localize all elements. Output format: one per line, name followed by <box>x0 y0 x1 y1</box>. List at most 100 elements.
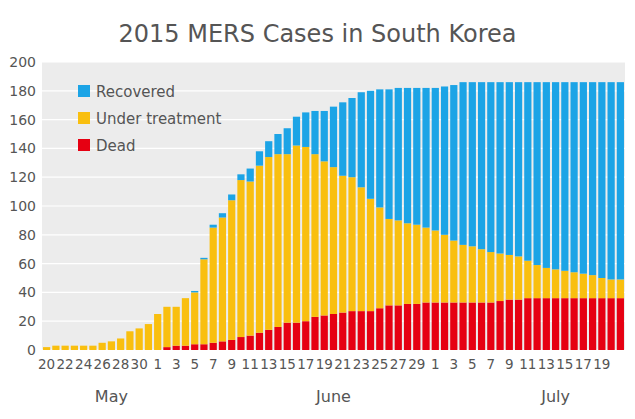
bar-segment <box>330 167 337 314</box>
bar-segment <box>163 306 170 307</box>
bar-segment <box>376 207 383 308</box>
bar-segment <box>515 256 522 299</box>
bar-segment <box>459 245 466 303</box>
x-tick-label: 29 <box>408 356 425 372</box>
bar-segment <box>274 134 281 154</box>
bar-segment <box>311 317 318 350</box>
x-tick-label: 11 <box>519 356 536 372</box>
x-tick-label: 21 <box>334 356 351 372</box>
bar-segment <box>219 213 226 217</box>
title: 2015 MERS Cases in South Korea <box>119 20 517 48</box>
bar-segment <box>413 304 420 350</box>
x-tick-label: 1 <box>153 356 162 372</box>
bar-segment <box>608 298 615 350</box>
bar-segment <box>247 336 254 350</box>
bar-segment <box>570 272 577 298</box>
bar-segment <box>543 298 550 350</box>
legend-label: Recovered <box>96 83 175 101</box>
bar-segment <box>608 279 615 298</box>
bar-segment <box>358 92 365 187</box>
bar-segment <box>284 128 291 154</box>
bar-segment <box>237 180 244 337</box>
bar-segment <box>62 345 69 346</box>
bar-segment <box>543 82 550 268</box>
bar-segment <box>348 98 355 177</box>
bar-segment <box>52 345 59 346</box>
x-tick-label: 28 <box>112 356 129 372</box>
bar-segment <box>552 269 559 298</box>
y-tick-label: 180 <box>9 83 36 99</box>
bar-segment <box>228 200 235 340</box>
bar-segment <box>598 278 605 298</box>
y-tick-label: 140 <box>9 140 36 156</box>
bar-segment <box>515 300 522 350</box>
bar-segment <box>413 88 420 225</box>
bar-segment <box>376 89 383 207</box>
y-tick-label: 0 <box>27 342 36 358</box>
bar-segment <box>404 223 411 304</box>
bar-segment <box>43 347 50 350</box>
x-tick-label: 5 <box>468 356 477 372</box>
bar-segment <box>256 333 263 350</box>
bars <box>43 82 624 350</box>
bar-segment <box>311 154 318 317</box>
bar-segment <box>598 82 605 278</box>
bar-segment <box>589 82 596 275</box>
bar-segment <box>395 220 402 305</box>
legend-swatch <box>78 112 90 124</box>
bar-segment <box>339 102 346 175</box>
bar-segment <box>191 292 198 344</box>
bar-segment <box>200 258 207 259</box>
bar-segment <box>469 82 476 246</box>
legend-label: Under treatment <box>96 110 222 128</box>
bar-segment <box>182 346 189 350</box>
y-tick-label: 60 <box>18 256 36 272</box>
bar-segment <box>469 302 476 350</box>
bar-segment <box>506 255 513 300</box>
bar-segment <box>358 187 365 311</box>
bar-segment <box>80 346 87 350</box>
bar-segment <box>265 157 272 330</box>
bar-segment <box>43 347 50 348</box>
bar-segment <box>533 82 540 265</box>
bar-segment <box>182 298 189 346</box>
x-tick-label: 19 <box>593 356 610 372</box>
bar-segment <box>441 235 448 303</box>
bar-segment <box>432 88 439 231</box>
legend-swatch <box>78 85 90 97</box>
bar-segment <box>173 307 180 346</box>
bar-segment <box>265 330 272 350</box>
bar-segment <box>99 342 106 343</box>
x-tick-label: 22 <box>57 356 74 372</box>
bar-segment <box>145 324 152 325</box>
bar-segment <box>126 331 133 350</box>
bar-segment <box>478 82 485 249</box>
bar-segment <box>200 259 207 344</box>
bar-segment <box>358 311 365 350</box>
bar-segment <box>570 82 577 272</box>
bar-segment <box>99 343 106 350</box>
bar-segment <box>469 246 476 302</box>
month-label: May <box>95 387 128 406</box>
x-tick-label: 13 <box>260 356 277 372</box>
bar-segment <box>348 177 355 311</box>
bar-segment <box>422 228 429 303</box>
bar-segment <box>117 338 124 339</box>
bar-segment <box>432 230 439 302</box>
legend-swatch <box>78 139 90 151</box>
bar-segment <box>210 343 217 350</box>
bar-segment <box>154 314 161 350</box>
bar-segment <box>404 304 411 350</box>
bar-segment <box>237 174 244 180</box>
bar-segment <box>478 249 485 302</box>
bar-segment <box>543 268 550 298</box>
bar-segment <box>450 302 457 350</box>
bar-segment <box>524 261 531 298</box>
y-tick-label: 120 <box>9 169 36 185</box>
bar-segment <box>395 305 402 350</box>
legend-label: Dead <box>96 137 136 155</box>
bar-segment <box>237 337 244 350</box>
bar-segment <box>163 307 170 347</box>
bar-segment <box>71 345 78 346</box>
bar-segment <box>89 346 96 350</box>
